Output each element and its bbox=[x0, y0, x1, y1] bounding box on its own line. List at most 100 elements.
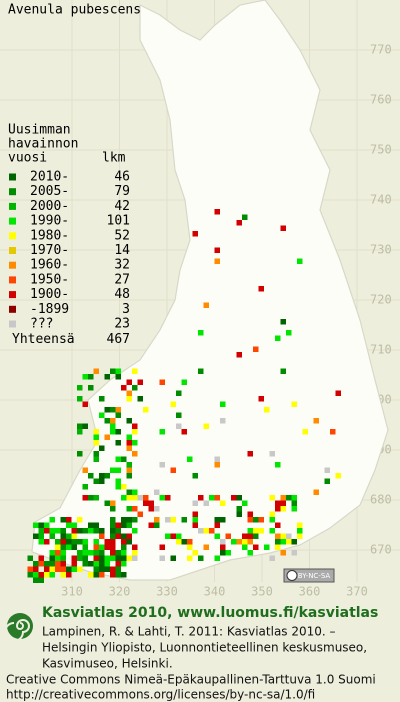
grid-label: 710 bbox=[370, 343, 392, 357]
grid-label: 750 bbox=[370, 143, 392, 157]
record-dot bbox=[60, 539, 66, 545]
record-dot bbox=[275, 500, 281, 506]
record-dot bbox=[77, 555, 83, 561]
record-dot bbox=[154, 517, 160, 523]
legend-label: 1900- bbox=[30, 287, 69, 302]
record-dot bbox=[93, 544, 99, 550]
record-dot bbox=[115, 533, 121, 539]
record-dot bbox=[93, 550, 99, 556]
record-dot bbox=[181, 539, 187, 545]
record-dot bbox=[115, 566, 121, 572]
record-dot bbox=[275, 522, 281, 528]
record-dot bbox=[170, 555, 176, 561]
record-dot bbox=[93, 451, 99, 457]
record-dot bbox=[192, 550, 198, 556]
grid-label: 330 bbox=[156, 585, 178, 599]
legend-count: 27 bbox=[114, 272, 130, 287]
record-dot bbox=[104, 374, 110, 380]
record-dot bbox=[115, 484, 121, 490]
record-dot bbox=[66, 572, 72, 578]
record-dot bbox=[38, 572, 44, 578]
citation-line: Helsingin Yliopisto, Luonnontieteellinen… bbox=[42, 641, 367, 655]
record-dot bbox=[110, 550, 116, 556]
record-dot bbox=[115, 429, 121, 435]
record-dot bbox=[280, 539, 286, 545]
legend-count: 52 bbox=[114, 228, 130, 243]
record-dot bbox=[269, 495, 275, 501]
record-dot bbox=[214, 555, 220, 561]
grid-label: 760 bbox=[370, 93, 392, 107]
record-dot bbox=[66, 539, 72, 545]
record-dot bbox=[66, 522, 72, 528]
record-dot bbox=[214, 517, 220, 523]
record-dot bbox=[236, 511, 242, 517]
record-dot bbox=[280, 368, 286, 374]
grid-label: 740 bbox=[370, 193, 392, 207]
record-dot bbox=[110, 528, 116, 534]
legend-swatch bbox=[9, 188, 16, 196]
finland-outline bbox=[31, 0, 389, 581]
record-dot bbox=[132, 495, 138, 501]
legend-count: 32 bbox=[114, 258, 130, 273]
record-dot bbox=[242, 214, 248, 220]
grid-label: 730 bbox=[370, 243, 392, 257]
record-dot bbox=[110, 467, 116, 473]
record-dot bbox=[126, 506, 132, 512]
record-dot bbox=[38, 561, 44, 567]
record-dot bbox=[220, 544, 226, 550]
license-badge: BY-NC-SA bbox=[283, 568, 335, 583]
record-dot bbox=[242, 539, 248, 545]
record-dot bbox=[77, 385, 83, 391]
record-dot bbox=[115, 440, 121, 446]
record-dot bbox=[275, 544, 281, 550]
record-dot bbox=[44, 528, 50, 534]
record-dot bbox=[275, 335, 281, 341]
record-dot bbox=[214, 462, 220, 468]
record-dot bbox=[269, 511, 275, 517]
grid-label: 310 bbox=[61, 585, 83, 599]
record-dot bbox=[132, 489, 138, 495]
record-dot bbox=[110, 506, 116, 512]
record-dot bbox=[181, 429, 187, 435]
record-dot bbox=[110, 517, 116, 523]
record-dot bbox=[115, 456, 121, 462]
record-dot bbox=[88, 572, 94, 578]
record-dot bbox=[33, 577, 39, 583]
record-dot bbox=[275, 533, 281, 539]
record-dot bbox=[104, 566, 110, 572]
record-dot bbox=[192, 517, 198, 523]
legend-count: 46 bbox=[114, 170, 130, 185]
legend-count: 48 bbox=[114, 287, 130, 302]
record-dot bbox=[242, 533, 248, 539]
record-dot bbox=[220, 539, 226, 545]
license-badge-text: BY-NC-SA bbox=[298, 572, 331, 580]
record-dot bbox=[126, 390, 132, 396]
record-dot bbox=[38, 528, 44, 534]
legend-label: -1899 bbox=[30, 302, 69, 317]
record-dot bbox=[286, 495, 292, 501]
legend-label: ??? bbox=[30, 317, 53, 332]
record-dot bbox=[71, 522, 77, 528]
record-dot bbox=[115, 467, 121, 473]
legend-label: 1950- bbox=[30, 272, 69, 287]
record-dot bbox=[176, 423, 182, 429]
record-dot bbox=[258, 528, 264, 534]
record-dot bbox=[275, 539, 281, 545]
record-dot bbox=[55, 539, 61, 545]
record-dot bbox=[77, 550, 83, 556]
record-dot bbox=[247, 451, 253, 457]
record-dot bbox=[104, 561, 110, 567]
record-dot bbox=[132, 555, 138, 561]
record-dot bbox=[115, 522, 121, 528]
record-dot bbox=[93, 478, 99, 484]
record-dot bbox=[99, 412, 105, 418]
record-dot bbox=[99, 572, 105, 578]
record-dot bbox=[297, 528, 303, 534]
record-dot bbox=[115, 550, 121, 556]
record-dot bbox=[198, 368, 204, 374]
record-dot bbox=[49, 561, 55, 567]
record-dot bbox=[104, 539, 110, 545]
record-dot bbox=[121, 522, 127, 528]
